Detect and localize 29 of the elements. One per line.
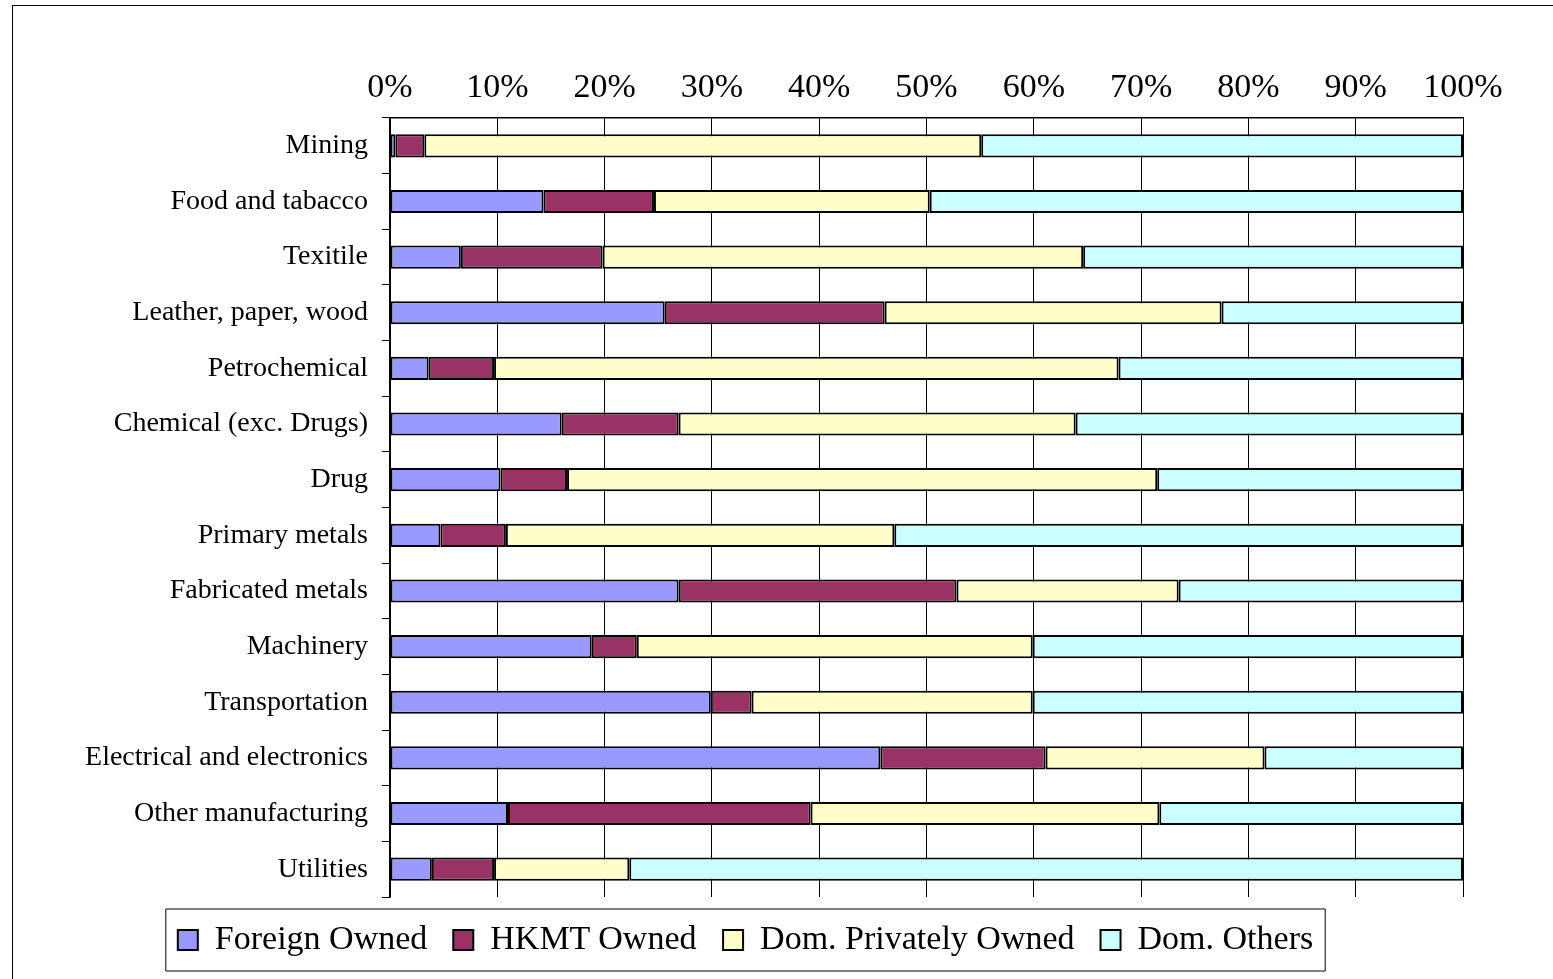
x-tick-label: 50% — [895, 66, 958, 104]
x-tick-label: 20% — [573, 66, 636, 104]
y-tick-label: Machinery — [246, 628, 368, 660]
x-tick-label: 70% — [1109, 66, 1173, 104]
y-tick-label: Fabricated metals — [169, 573, 368, 605]
y-tick-label: Chemical (exc. Drugs) — [113, 406, 368, 438]
y-tick-label: Transportation — [204, 684, 368, 716]
x-tick-label: 10% — [466, 66, 529, 104]
y-tick-label: Other manufacturing — [133, 795, 368, 827]
x-tick-label: 90% — [1324, 66, 1387, 104]
legend-label: Dom. Privately Owned — [760, 918, 1075, 956]
y-tick-label: Petrochemical — [207, 350, 369, 382]
x-tick-label: 30% — [680, 66, 744, 104]
y-tick-label: Drug — [310, 462, 368, 494]
x-tick-label: 40% — [788, 66, 851, 104]
legend-label: Foreign Owned — [214, 918, 428, 956]
y-tick-label: Primary metals — [197, 517, 368, 549]
x-tick-label: 80% — [1217, 66, 1280, 104]
y-tick-label: Texitile — [282, 239, 368, 271]
y-tick-label: Mining — [285, 128, 368, 160]
legend-label: Dom. Others — [1137, 918, 1314, 956]
x-tick-label: 100% — [1423, 66, 1503, 104]
y-tick-label: Leather, paper, wood — [132, 295, 368, 327]
legend-label: HKMT Owned — [490, 918, 697, 956]
y-tick-label: Utilities — [277, 851, 368, 883]
y-tick-label: Electrical and electronics — [85, 740, 368, 772]
x-tick-label: 0% — [367, 66, 413, 104]
y-tick-label: Food and tabacco — [170, 183, 368, 215]
x-tick-label: 60% — [1002, 66, 1065, 104]
